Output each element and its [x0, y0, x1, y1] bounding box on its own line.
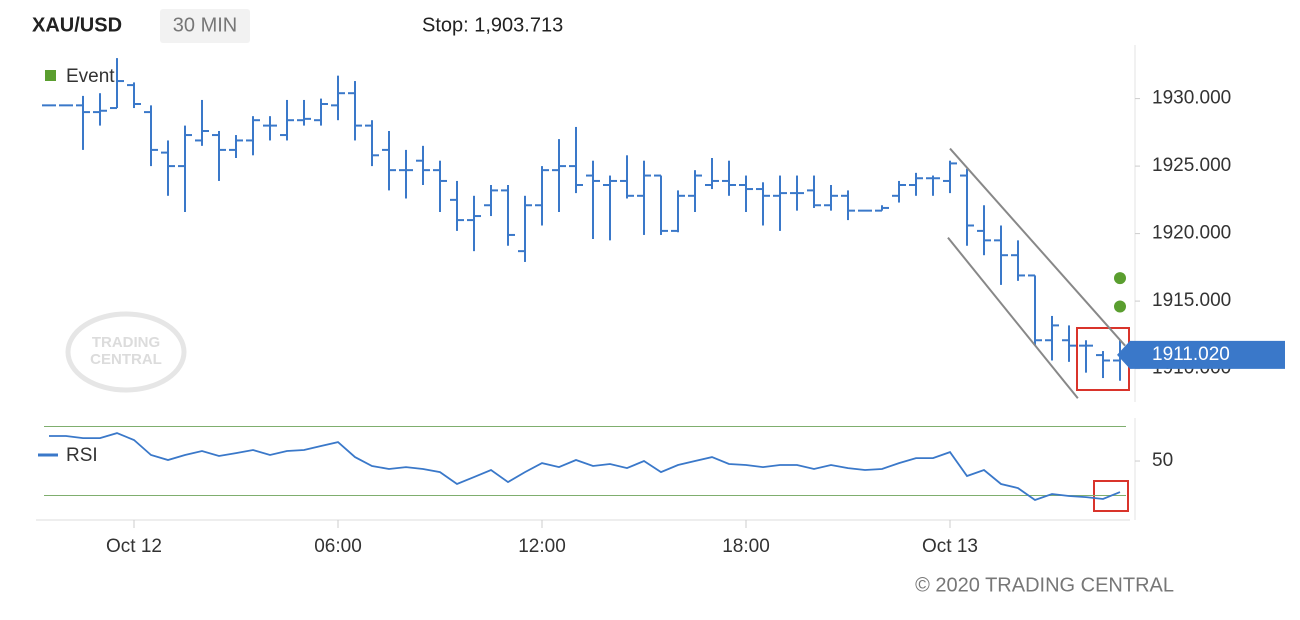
legend-label: RSI: [66, 445, 98, 466]
x-tick-label: 18:00: [722, 536, 770, 557]
y-tick-label: 1920.000: [1152, 223, 1231, 244]
y-tick-label: 1925.000: [1152, 155, 1231, 176]
event-dot: [1114, 272, 1126, 285]
watermark-ring: [65, 311, 187, 393]
trendline: [949, 147, 1126, 347]
x-tick-label: 06:00: [314, 536, 362, 557]
legend-label: Event: [66, 66, 115, 87]
watermark-text: CENTRAL: [90, 351, 162, 368]
x-tick-label: 12:00: [518, 536, 566, 557]
last-price-tag: [1117, 340, 1285, 369]
stop-label: Stop: 1,903.713: [422, 14, 563, 36]
symbol: XAU/USD: [32, 14, 122, 36]
last-price-label: 1911.020: [1152, 344, 1230, 365]
y-tick-label: 50: [1152, 450, 1173, 471]
rsi-line: [49, 432, 1121, 502]
y-tick-label: 1930.000: [1152, 88, 1231, 109]
x-tick-label: Oct 13: [922, 536, 978, 557]
watermark: TRADING CENTRAL: [65, 311, 187, 393]
interval-badge[interactable]: [160, 9, 250, 43]
x-tick-label: Oct 12: [106, 536, 162, 557]
watermark-text: TRADING: [92, 334, 160, 351]
legend-swatch: [45, 70, 56, 81]
interval[interactable]: 30 MIN: [173, 14, 237, 36]
event-dot: [1114, 300, 1126, 313]
trendline: [947, 237, 1079, 399]
copyright: © 2020 TRADING CENTRAL: [915, 574, 1174, 596]
y-tick-label: 1915.000: [1152, 290, 1231, 311]
